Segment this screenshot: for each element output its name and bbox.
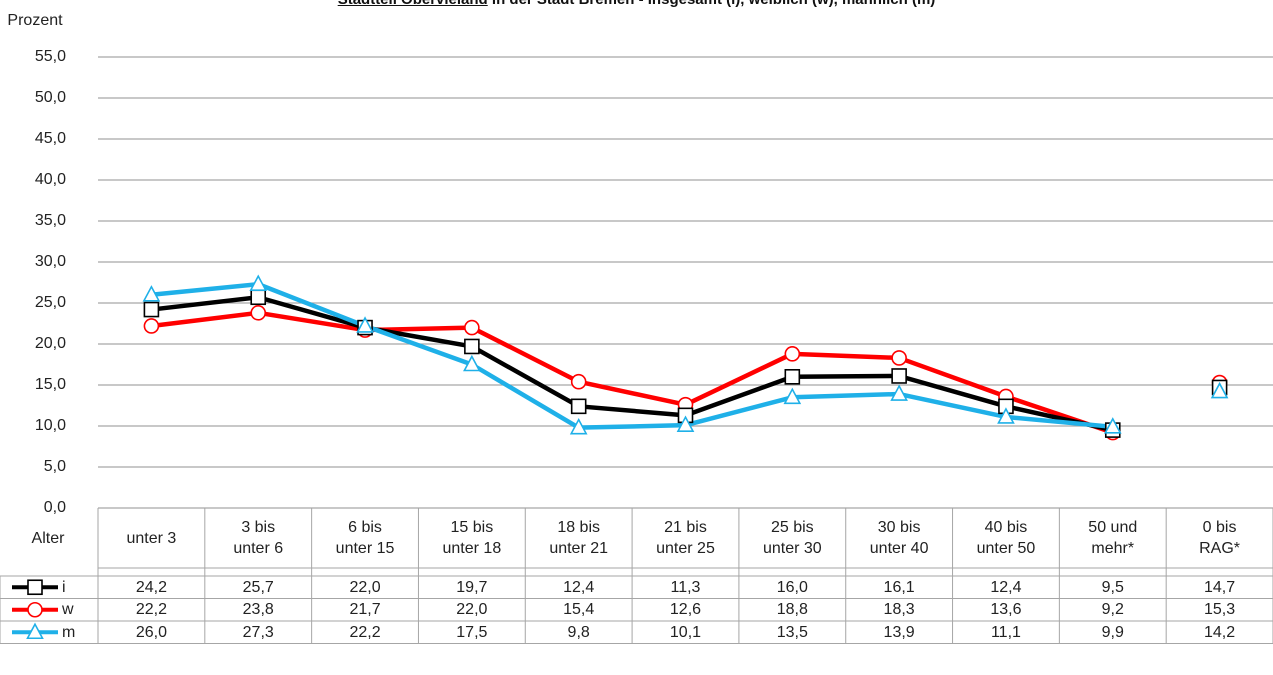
data-table-value: 14,2 [1204,623,1236,641]
data-table-value: 27,3 [242,623,274,641]
data-table-value: 17,5 [456,623,488,641]
title-underlined: Stadtteil Obervieland [338,0,488,8]
series-line [151,281,1113,430]
legend-label: m [62,623,76,641]
marker [143,301,160,318]
data-table-value: 13,9 [883,623,915,641]
chart-title: Stadtteil Obervieland in der Stadt Breme… [0,0,1273,8]
y-tick-label: 10,0 [35,417,66,434]
data-table-value: 22,2 [135,601,167,619]
y-tick-label: 5,0 [44,458,66,475]
data-table-value: 19,7 [456,578,488,596]
data-table-value: 11,1 [990,623,1021,641]
data-table-value: 22,2 [349,623,381,641]
x-tick-label: unter 3 [126,529,177,547]
y-tick-label: 35,0 [35,212,66,229]
data-table-value: 16,1 [883,578,915,596]
x-tick-label: 6 bis unter 15 [335,519,395,557]
marker [143,318,160,334]
marker [890,384,908,401]
marker [891,368,907,384]
x-tick-label: 18 bis unter 21 [549,519,609,557]
marker [784,368,801,385]
data-table-value: 12,4 [990,578,1022,596]
x-tick-label: 3 bis unter 6 [233,519,284,557]
x-tick-label: 30 bis unter 40 [869,519,929,557]
data-table-value: 14,7 [1204,578,1236,596]
x-tick-label: 21 bis unter 25 [656,519,715,557]
y-tick-label: 55,0 [35,48,66,65]
marker [783,387,802,405]
y-tick-label: 15,0 [35,376,66,393]
data-table-value: 21,7 [349,601,381,619]
marker [997,407,1015,424]
marker [249,274,268,291]
y-tick-label: 0,0 [44,499,66,516]
y-tick-label: 50,0 [35,89,66,106]
marker [569,417,588,435]
marker [464,338,480,355]
data-table-value: 22,0 [456,601,488,619]
data-table-value: 13,6 [990,601,1022,619]
marker [250,289,267,306]
data-table-value: 15,3 [1204,601,1236,619]
title-rest: in der Stadt Bremen - Insgesamt (i), wei… [492,0,935,8]
y-tick-label: 25,0 [35,294,66,311]
y-tick-label: 20,0 [35,335,66,352]
data-table-value: 9,5 [1101,578,1124,596]
marker [356,316,374,333]
marker [676,415,695,432]
y-tick-label: 30,0 [35,253,66,270]
marker [463,354,481,372]
x-tick-label: 0 bis RAG* [1199,519,1241,557]
marker [570,398,587,415]
x-tick-label: 15 bis unter 18 [442,519,502,557]
series-line [151,310,1114,435]
x-tick-label: 40 bis unter 50 [976,519,1036,557]
x-tick-label: 50 und mehr* [1088,519,1138,557]
data-table-value: 26,0 [135,623,167,641]
data-table-value: 13,5 [776,623,808,641]
data-table-value: 11,3 [670,578,701,596]
data-table-value: 15,4 [563,601,595,619]
data-table-value: 23,8 [242,601,274,619]
legend-marker [27,601,43,618]
data-table-value: 16,0 [776,578,808,596]
marker [1210,381,1229,399]
marker [570,373,587,390]
data-table-value: 22,0 [349,578,381,596]
marker [464,319,480,336]
data-table-value: 9,2 [1101,601,1124,619]
data-table-value: 10,1 [669,623,702,641]
data-table-value: 9,9 [1101,623,1124,641]
data-table-value: 18,8 [776,601,808,619]
marker [891,350,907,366]
marker [784,346,801,362]
data-table-value: 12,6 [669,601,702,619]
data-table-value: 12,4 [563,578,595,596]
legend-label: i [62,578,66,596]
marker [142,285,161,302]
data-table-value: 24,2 [135,578,167,596]
series-line [151,295,1114,433]
legend-label: w [62,601,74,619]
y-axis-label: Prozent [7,12,63,29]
legend-marker [26,622,44,640]
x-tick-label: 25 bis unter 30 [762,519,822,557]
y-tick-label: 45,0 [35,130,66,147]
marker [250,305,267,321]
legend-marker [27,579,43,596]
marker [1103,417,1122,434]
data-table-value: 9,8 [567,623,590,641]
data-table-value: 25,7 [242,578,274,596]
data-table-value: 18,3 [883,601,915,619]
x-axis-label: Alter [31,529,65,547]
y-tick-label: 40,0 [35,171,66,188]
